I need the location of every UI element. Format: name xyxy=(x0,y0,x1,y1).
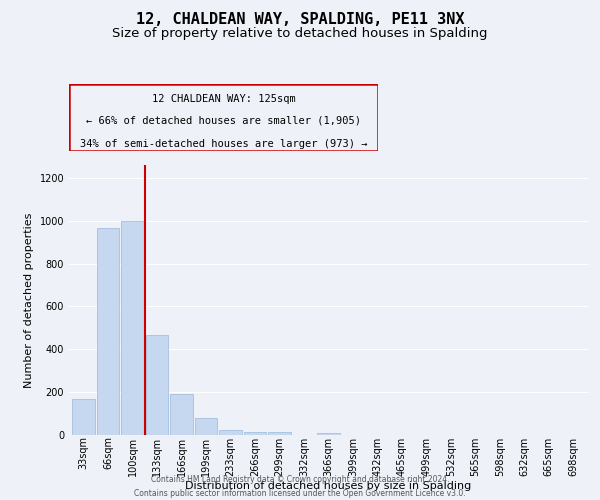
Y-axis label: Number of detached properties: Number of detached properties xyxy=(24,212,34,388)
Bar xyxy=(146,336,169,435)
Text: Size of property relative to detached houses in Spalding: Size of property relative to detached ho… xyxy=(112,28,488,40)
Text: 12, CHALDEAN WAY, SPALDING, PE11 3NX: 12, CHALDEAN WAY, SPALDING, PE11 3NX xyxy=(136,12,464,28)
Bar xyxy=(220,430,242,435)
X-axis label: Distribution of detached houses by size in Spalding: Distribution of detached houses by size … xyxy=(185,482,472,492)
Bar xyxy=(97,228,119,435)
Bar xyxy=(317,433,340,435)
Bar xyxy=(170,394,193,435)
Text: ← 66% of detached houses are smaller (1,905): ← 66% of detached houses are smaller (1,… xyxy=(86,116,361,126)
Text: Contains HM Land Registry data © Crown copyright and database right 2024.
Contai: Contains HM Land Registry data © Crown c… xyxy=(134,476,466,498)
Bar xyxy=(268,432,291,435)
Bar xyxy=(195,418,217,435)
Bar xyxy=(121,220,144,435)
FancyBboxPatch shape xyxy=(69,84,378,151)
Bar xyxy=(244,432,266,435)
Text: 34% of semi-detached houses are larger (973) →: 34% of semi-detached houses are larger (… xyxy=(80,139,367,149)
Bar xyxy=(73,398,95,435)
Text: 12 CHALDEAN WAY: 125sqm: 12 CHALDEAN WAY: 125sqm xyxy=(152,94,295,104)
